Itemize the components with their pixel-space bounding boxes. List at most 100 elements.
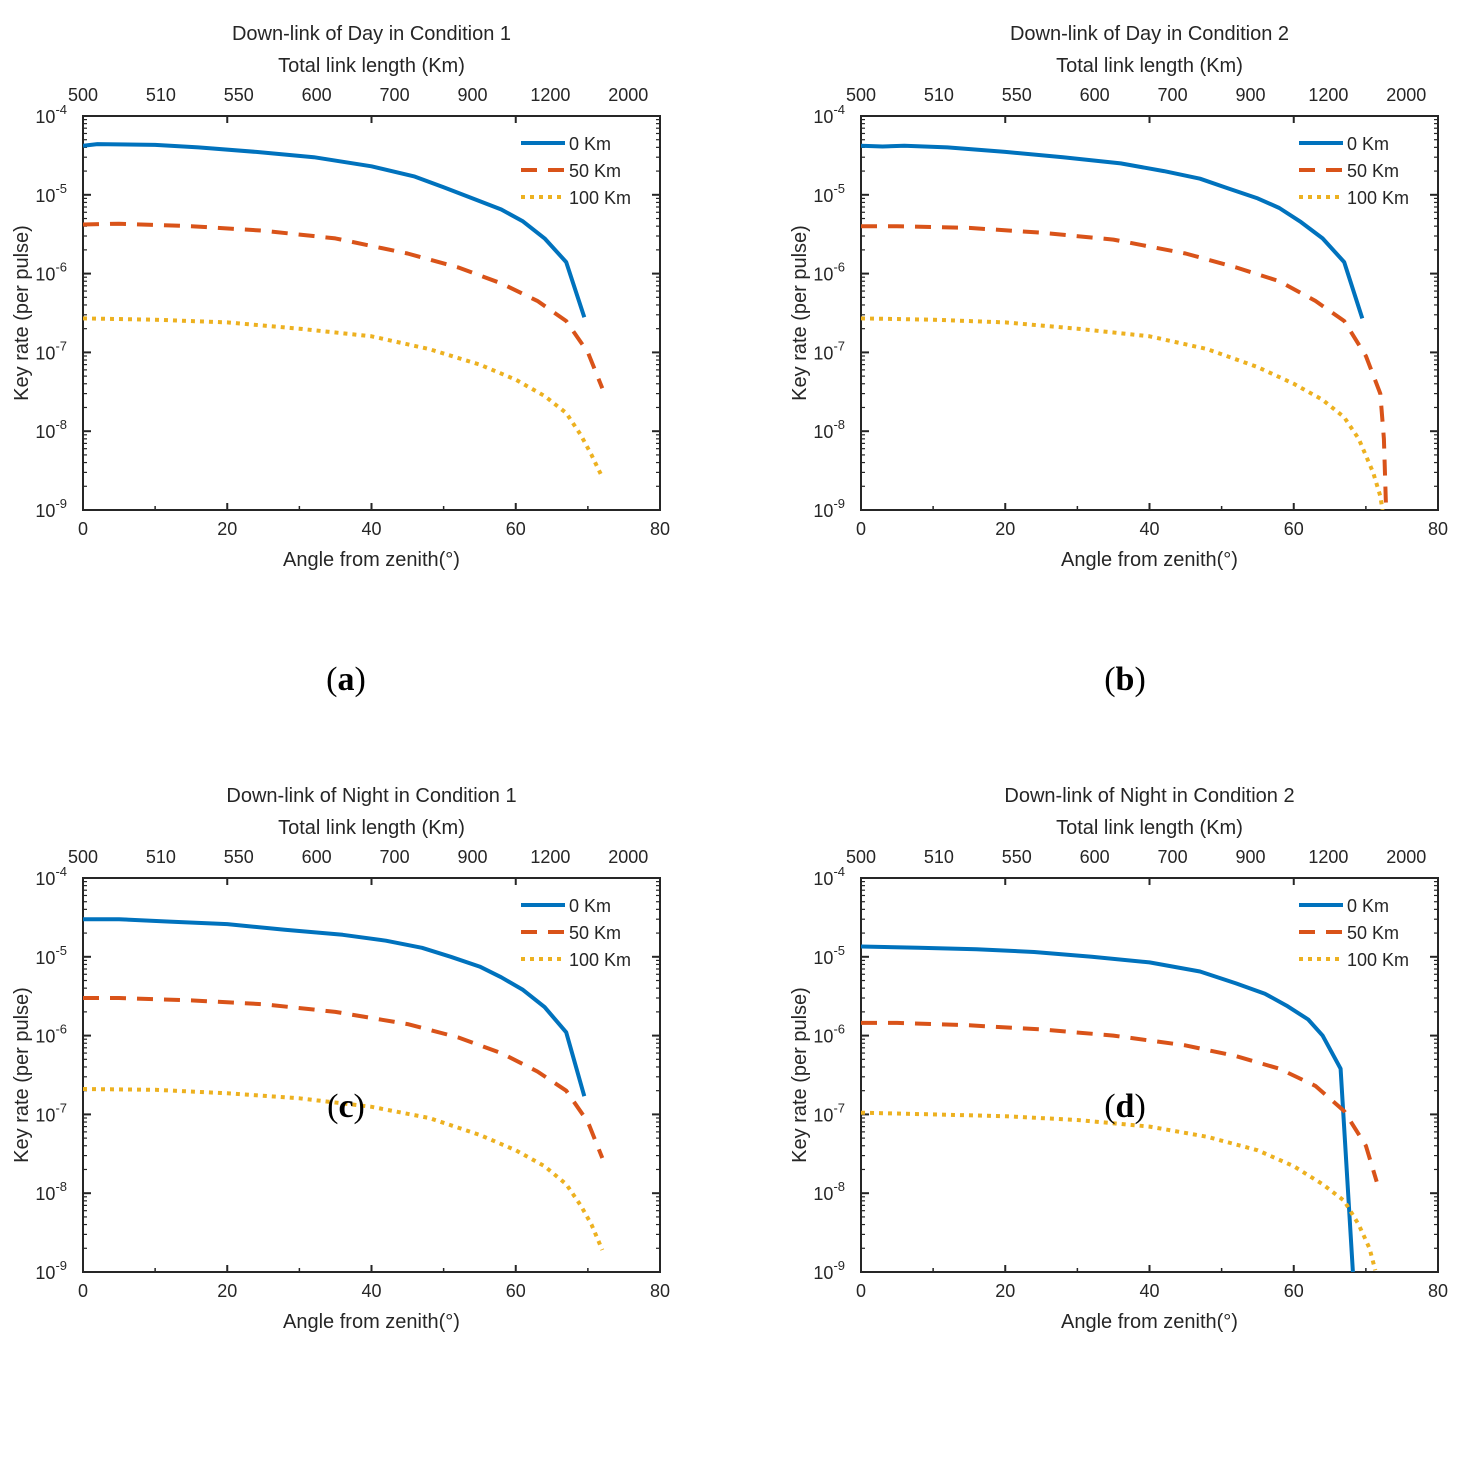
top-tick-label: 600: [1080, 85, 1110, 105]
series-line-50-km: [861, 224, 1389, 510]
x-tick-label: 40: [361, 1281, 381, 1301]
chart-panel-d: Down-link of Night in Condition 2 Total l…: [789, 785, 1448, 1333]
top-tick-label: 1200: [530, 85, 570, 105]
y-tick-label: 10-7: [35, 338, 67, 363]
y-tick-label: 10-9: [35, 1258, 67, 1283]
series-line-50-km: [83, 221, 605, 390]
y-tick-label: 10-7: [813, 1100, 845, 1125]
y-tick-label: 10-6: [813, 1022, 845, 1047]
chart-title: Down-link of Night in Condition 2: [1004, 785, 1294, 807]
y-tick-label: 10-8: [813, 1179, 845, 1204]
y-axis-label: Key rate (per pulse): [789, 987, 811, 1163]
top-axis-label: Total link length (Km): [278, 55, 465, 77]
top-tick-label: 510: [924, 85, 954, 105]
y-tick-label: 10-7: [35, 1100, 67, 1125]
series-line-100-km: [83, 1087, 605, 1251]
legend-label: 100 Km: [1347, 188, 1409, 208]
x-tick-label: 0: [856, 1281, 866, 1301]
top-tick-label: 700: [1158, 847, 1188, 867]
top-tick-label: 900: [1235, 85, 1265, 105]
top-tick-label: 700: [380, 847, 410, 867]
top-tick-label: 900: [457, 85, 487, 105]
top-tick-label: 550: [224, 847, 254, 867]
legend-label: 0 Km: [569, 896, 611, 916]
x-tick-label: 60: [1284, 519, 1304, 539]
legend-label: 50 Km: [569, 161, 621, 181]
panel-label: (d): [1104, 1088, 1146, 1125]
x-tick-label: 40: [361, 519, 381, 539]
y-tick-label: 10-9: [813, 1258, 845, 1283]
y-tick-label: 10-8: [35, 1179, 67, 1204]
chart-title: Down-link of Night in Condition 1: [226, 785, 516, 807]
top-tick-label: 510: [146, 847, 176, 867]
series-line-0-km: [861, 143, 1365, 320]
legend-label: 0 Km: [1347, 896, 1389, 916]
x-tick-label: 60: [506, 1281, 526, 1301]
x-axis-label: Angle from zenith(°): [1061, 549, 1238, 571]
top-tick-label: 500: [68, 85, 98, 105]
top-tick-label: 2000: [1386, 847, 1426, 867]
top-tick-label: 2000: [608, 847, 648, 867]
chart-panel-c: Down-link of Night in Condition 1 Total l…: [11, 785, 670, 1333]
x-tick-label: 20: [995, 1281, 1015, 1301]
chart-panel-a: Down-link of Day in Condition 1 Total lin…: [11, 23, 670, 571]
y-axis-label: Key rate (per pulse): [11, 987, 33, 1163]
top-tick-label: 700: [380, 85, 410, 105]
y-tick-label: 10-5: [813, 943, 845, 968]
y-tick-label: 10-8: [813, 417, 845, 442]
top-tick-label: 550: [1002, 847, 1032, 867]
y-tick-label: 10-9: [35, 496, 67, 521]
x-tick-label: 80: [1428, 519, 1448, 539]
top-tick-label: 900: [1235, 847, 1265, 867]
series-line-50-km: [861, 1020, 1379, 1183]
x-axis-label: Angle from zenith(°): [1061, 1311, 1238, 1333]
x-tick-label: 80: [650, 1281, 670, 1301]
series-line-0-km: [83, 917, 587, 1097]
chart-title: Down-link of Day in Condition 2: [1010, 23, 1289, 45]
top-tick-label: 600: [1080, 847, 1110, 867]
y-tick-label: 10-4: [35, 864, 67, 889]
top-tick-label: 550: [1002, 85, 1032, 105]
top-tick-label: 600: [302, 85, 332, 105]
top-tick-label: 1200: [1308, 847, 1348, 867]
x-tick-label: 0: [78, 1281, 88, 1301]
top-tick-label: 510: [146, 85, 176, 105]
x-tick-label: 60: [1284, 1281, 1304, 1301]
y-axis-label: Key rate (per pulse): [789, 225, 811, 401]
top-tick-label: 700: [1158, 85, 1188, 105]
top-tick-label: 500: [846, 847, 876, 867]
y-tick-label: 10-4: [813, 864, 845, 889]
x-axis-label: Angle from zenith(°): [283, 1311, 460, 1333]
x-tick-label: 20: [217, 519, 237, 539]
chart-panel-b: Down-link of Day in Condition 2 Total lin…: [789, 23, 1448, 571]
top-tick-label: 550: [224, 85, 254, 105]
x-tick-label: 20: [995, 519, 1015, 539]
y-tick-label: 10-6: [35, 1022, 67, 1047]
top-tick-label: 2000: [1386, 85, 1426, 105]
top-tick-label: 2000: [608, 85, 648, 105]
y-axis-label: Key rate (per pulse): [11, 225, 33, 401]
x-tick-label: 40: [1139, 519, 1159, 539]
y-tick-label: 10-6: [35, 260, 67, 285]
top-axis-label: Total link length (Km): [1056, 55, 1243, 77]
legend-label: 100 Km: [569, 950, 631, 970]
y-tick-label: 10-5: [813, 181, 845, 206]
top-tick-label: 900: [457, 847, 487, 867]
y-tick-label: 10-7: [813, 338, 845, 363]
x-tick-label: 20: [217, 1281, 237, 1301]
legend-label: 50 Km: [569, 923, 621, 943]
top-tick-label: 500: [68, 847, 98, 867]
x-tick-label: 0: [856, 519, 866, 539]
y-tick-label: 10-9: [813, 496, 845, 521]
top-axis-label: Total link length (Km): [1056, 817, 1243, 839]
top-tick-label: 600: [302, 847, 332, 867]
top-tick-label: 510: [924, 847, 954, 867]
y-tick-label: 10-5: [35, 943, 67, 968]
chart-title: Down-link of Day in Condition 1: [232, 23, 511, 45]
panel-label: (a): [326, 661, 366, 698]
legend-label: 50 Km: [1347, 161, 1399, 181]
legend-label: 0 Km: [1347, 134, 1389, 154]
panel-label: (c): [327, 1088, 365, 1125]
y-tick-label: 10-4: [35, 102, 67, 127]
